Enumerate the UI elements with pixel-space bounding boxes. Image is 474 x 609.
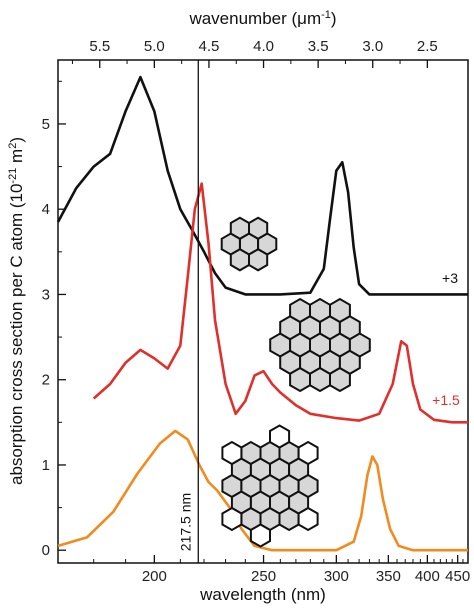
offset-label-black: +3 [442,270,458,286]
y-tick-label: 1 [42,457,50,474]
x2-tick-label: 5.0 [144,38,165,55]
ring [229,216,250,240]
x-tick-label: 450 [445,568,470,585]
molecule-drawings [220,216,371,548]
x2-tick-label: 5.5 [89,38,110,55]
x-axis-title: wavelength (nm) [199,585,326,604]
y-tick-label: 2 [42,372,50,389]
x-tick-label: 350 [376,568,401,585]
ring [221,506,243,532]
x2-tick-label: 3.0 [362,38,383,55]
y-axis-title: absorption cross section per C atom (10-… [7,137,26,485]
molecule-small [220,216,278,272]
y-tick-label: 5 [42,116,50,133]
ring [297,440,319,466]
x-tick-label: 250 [251,568,276,585]
x2-tick-label: 4.0 [253,38,274,55]
reference-line-label: 217.5 nm [177,493,193,551]
ring [248,248,269,272]
ring [297,506,319,532]
series-line-0 [56,75,468,296]
top-axis-title: wavenumber (μm-1) [188,9,336,28]
molecule-medium [269,297,371,393]
ring [297,473,319,499]
molecule-large [221,424,319,548]
reference-line-layer: 217.5 nm [177,60,199,563]
x-tick-label: 400 [415,568,440,585]
ring [248,216,269,240]
x2-tick-label: 4.5 [199,38,220,55]
ring [249,523,271,548]
tick-layer: 200 250 300 350 400 450 5.5 5.0 4.5 4.0 3.5 3.0 2.5 0… [42,38,471,585]
ring [229,248,250,272]
y-tick-label: 4 [42,201,50,218]
x2-tick-label: 3.5 [308,38,329,55]
series-line-1 [92,182,468,424]
series-line-2 [57,429,468,552]
x-tick-label: 200 [142,568,167,585]
y-tick-label: 0 [42,542,50,559]
x-tick-label: 300 [324,568,349,585]
ring [221,440,243,466]
series-layer [56,75,468,552]
ring [348,332,371,358]
offset-label-red: +1.5 [432,392,460,408]
y-tick-label: 3 [42,286,50,303]
ring [269,424,291,449]
x2-tick-label: 2.5 [417,38,438,55]
